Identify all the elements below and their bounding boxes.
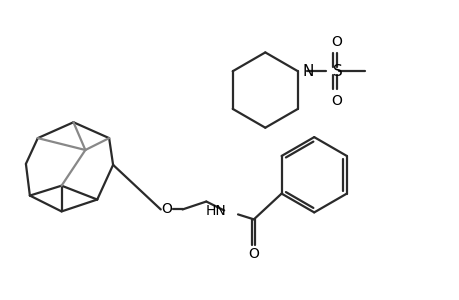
Text: O: O: [248, 247, 259, 261]
Text: O: O: [330, 94, 341, 108]
Text: S: S: [332, 64, 341, 79]
Text: O: O: [161, 202, 172, 216]
Text: HN: HN: [205, 204, 226, 218]
Text: N: N: [302, 64, 313, 79]
Text: O: O: [330, 34, 341, 49]
